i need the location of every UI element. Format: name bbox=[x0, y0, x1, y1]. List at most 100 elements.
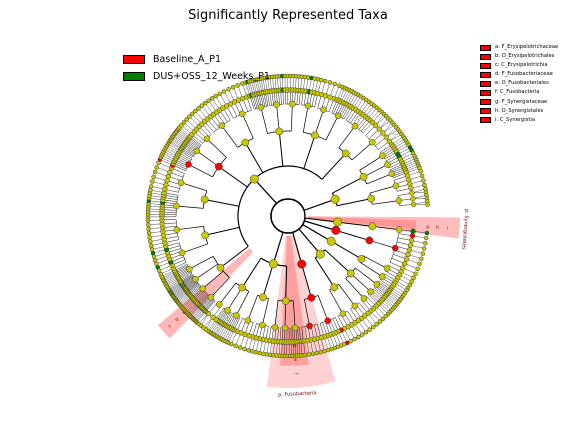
phylum-node bbox=[331, 195, 339, 203]
class-branch bbox=[336, 230, 370, 240]
order-node bbox=[193, 276, 199, 282]
order-branch bbox=[346, 278, 364, 298]
genus-node bbox=[368, 328, 372, 332]
order-branch bbox=[339, 284, 355, 306]
legend: Baseline_A_P1 DUS+OSS_12_Weeks_P1 bbox=[123, 51, 270, 85]
family-node bbox=[408, 186, 413, 191]
class-node bbox=[201, 196, 208, 203]
phylum-node bbox=[269, 260, 277, 268]
key-label: d: F_Fusobacteriaceae bbox=[495, 72, 553, 77]
order-node bbox=[259, 322, 265, 328]
genus-node bbox=[149, 184, 153, 188]
class-node bbox=[358, 255, 365, 262]
class-node bbox=[342, 150, 349, 157]
order-node bbox=[335, 113, 341, 119]
class-branch bbox=[205, 227, 239, 235]
legend-entry-dus-oss: DUS+OSS_12_Weeks_P1 bbox=[123, 68, 270, 85]
order-node bbox=[379, 153, 385, 159]
class-branch bbox=[242, 258, 261, 287]
order-node bbox=[369, 139, 375, 145]
key-entry: c: C_Erysipelotrichia bbox=[480, 61, 558, 70]
class-branch bbox=[263, 264, 273, 297]
order-node bbox=[178, 180, 184, 186]
order-node bbox=[340, 311, 346, 317]
phylum-branch bbox=[304, 199, 335, 210]
order-node bbox=[186, 266, 192, 272]
genus-node bbox=[414, 272, 418, 276]
key-entry: d: F_Fusobacteriaceae bbox=[480, 70, 558, 79]
order-branch bbox=[242, 114, 253, 139]
key-swatch bbox=[480, 108, 491, 114]
order-branch bbox=[207, 139, 227, 158]
order-node bbox=[239, 111, 245, 117]
order-branch bbox=[277, 105, 280, 132]
key-swatch bbox=[480, 99, 491, 105]
genus-node bbox=[419, 257, 423, 261]
family-node bbox=[163, 183, 168, 188]
order-node bbox=[389, 171, 395, 177]
order-node bbox=[325, 318, 331, 324]
order-node bbox=[233, 312, 239, 318]
key-label: h: O_Synergistales bbox=[495, 109, 543, 114]
order-branch bbox=[351, 273, 371, 291]
phylum-node bbox=[333, 218, 341, 226]
class-node bbox=[259, 294, 266, 301]
order-branch bbox=[367, 174, 392, 184]
phylum-label: p: Fusobacteria bbox=[278, 390, 317, 398]
class-node bbox=[366, 237, 373, 244]
family-node bbox=[410, 196, 415, 201]
order-node bbox=[361, 295, 367, 301]
family-node bbox=[211, 315, 216, 320]
legend-label-dus-oss: DUS+OSS_12_Weeks_P1 bbox=[153, 71, 270, 82]
class-node bbox=[242, 139, 249, 146]
phylum-node bbox=[316, 250, 324, 258]
family-node bbox=[404, 257, 409, 262]
order-branch bbox=[182, 244, 208, 253]
family-node bbox=[406, 252, 411, 257]
genus-node bbox=[426, 203, 430, 207]
class-branch bbox=[219, 167, 247, 187]
class-node bbox=[239, 284, 246, 291]
genus-node bbox=[150, 248, 154, 252]
genus-node bbox=[323, 349, 327, 353]
legend-label-baseline: Baseline_A_P1 bbox=[153, 54, 221, 65]
order-branch bbox=[339, 126, 355, 148]
order-branch bbox=[369, 240, 395, 248]
order-node bbox=[396, 198, 402, 204]
order-branch bbox=[262, 299, 268, 325]
class-node bbox=[331, 284, 338, 291]
clade-letter: h bbox=[436, 225, 439, 231]
genus-node bbox=[254, 350, 258, 354]
genus-node bbox=[148, 235, 152, 239]
class-branch bbox=[337, 199, 371, 206]
class-node bbox=[308, 294, 315, 301]
order-node bbox=[393, 183, 399, 189]
order-node bbox=[379, 274, 385, 280]
genus-node bbox=[418, 262, 422, 266]
order-node bbox=[225, 307, 231, 313]
genus-node bbox=[193, 109, 197, 113]
genus-node bbox=[152, 175, 156, 179]
family-node bbox=[384, 135, 389, 140]
order-branch bbox=[291, 104, 292, 131]
key-swatch bbox=[480, 45, 491, 51]
order-node bbox=[179, 250, 185, 256]
class-branch bbox=[304, 135, 315, 168]
genus-node bbox=[319, 350, 323, 354]
order-branch bbox=[360, 156, 383, 171]
order-node bbox=[352, 303, 358, 309]
key-label: g: F_Synergistaceae bbox=[495, 100, 547, 105]
order-node bbox=[374, 281, 380, 287]
class-node bbox=[311, 132, 318, 139]
order-branch bbox=[303, 106, 308, 133]
key-entry: e: O_Fusobacteriales bbox=[480, 79, 558, 88]
class-node bbox=[282, 297, 289, 304]
genus-node bbox=[238, 346, 242, 350]
key-label: c: C_Erysipelotrichia bbox=[495, 63, 548, 68]
clade-letter: d bbox=[291, 344, 297, 347]
phylum-node bbox=[327, 237, 335, 245]
class-branch bbox=[332, 177, 363, 193]
key-label: e: O_Fusobacteriales bbox=[495, 81, 549, 86]
class-branch bbox=[322, 154, 346, 180]
genus-node bbox=[258, 351, 262, 355]
